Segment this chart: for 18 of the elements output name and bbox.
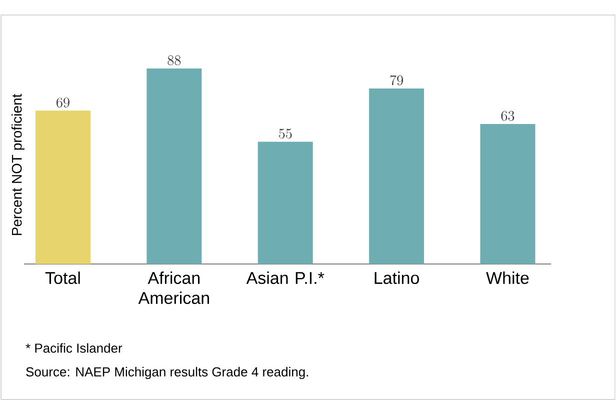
x-tick-label: African American (138, 272, 209, 304)
data-label: 63 (501, 110, 514, 121)
bar (369, 88, 424, 264)
bar (258, 142, 313, 264)
source-note: Source: NAEP Michigan results Grade 4 reading. (26, 366, 308, 380)
text: * Pacific Islander (26, 343, 122, 353)
data-label: 55 (279, 128, 292, 139)
data-label: 69 (56, 98, 70, 108)
x-tick-label: Asian P.I.* (246, 272, 324, 284)
data-label: 79 (390, 75, 403, 86)
x-tick-label: Latino (374, 272, 419, 284)
bar (36, 110, 91, 264)
bar (146, 68, 202, 264)
bar (480, 124, 536, 264)
y-axis-title: Percent NOT proficient (11, 94, 25, 236)
x-tick-label: White (486, 272, 529, 284)
data-label: 88 (168, 55, 181, 66)
x-tick-label: Total (45, 272, 80, 284)
